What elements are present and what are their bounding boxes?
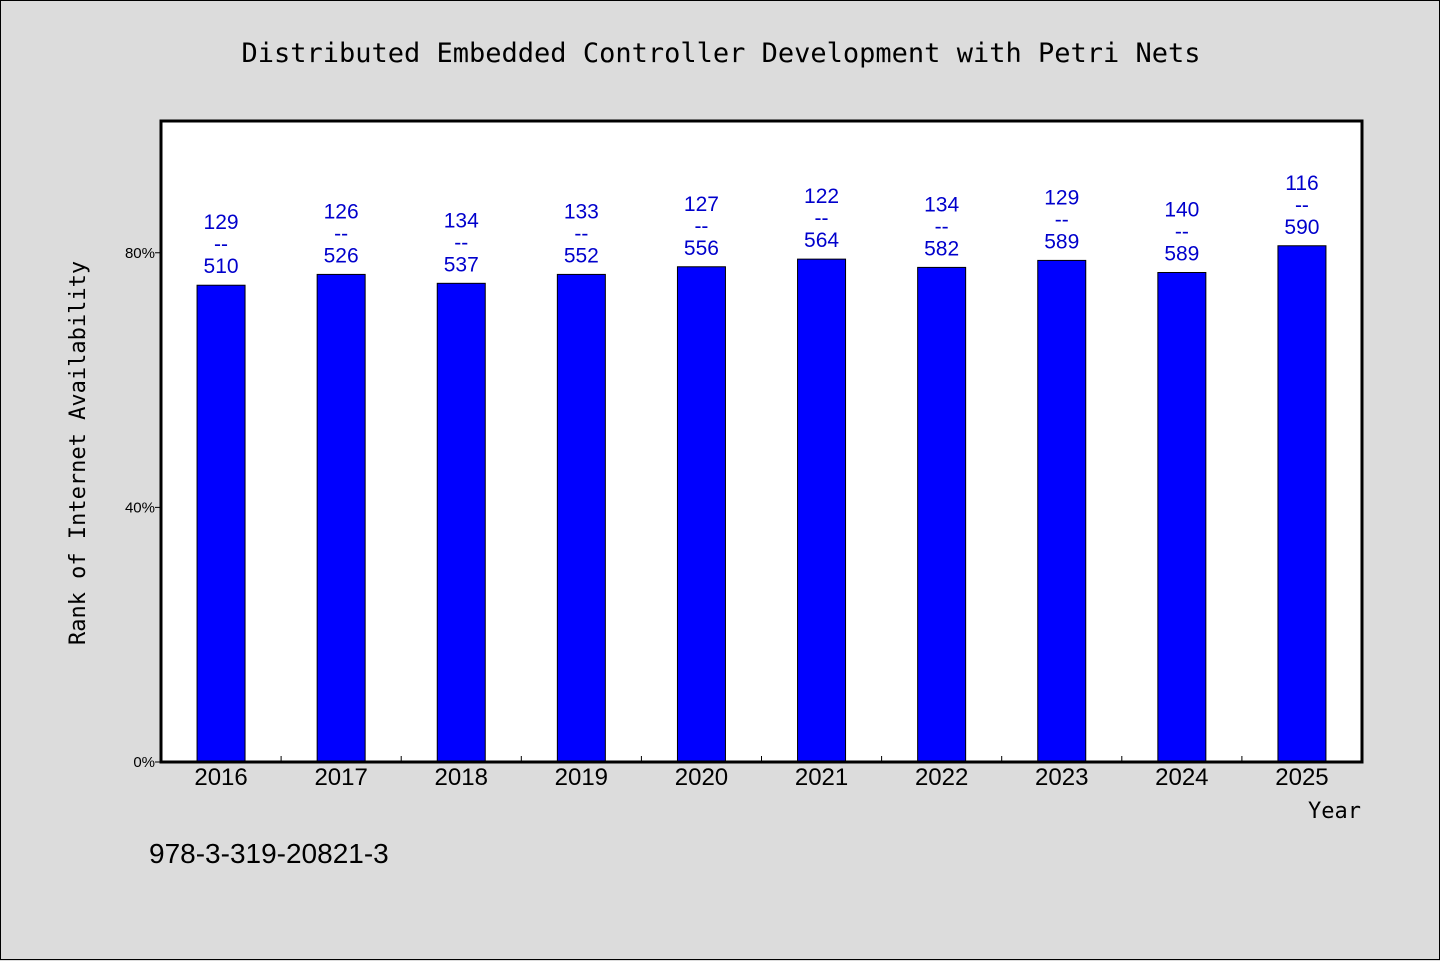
bar-2023 xyxy=(1037,259,1087,763)
data-label-bottom-2021: 564 xyxy=(804,229,839,252)
x-tick-label-2017: 2017 xyxy=(314,764,367,791)
data-label-top-2021: 122 xyxy=(804,185,839,208)
data-label-top-2018: 134 xyxy=(444,209,479,232)
data-label-sep-2024: -- xyxy=(1175,220,1189,243)
data-label-top-2020: 127 xyxy=(684,193,719,216)
y-axis: 0% 40% 80% xyxy=(125,245,161,771)
y-axis-label: Rank of Internet Availability xyxy=(66,261,91,645)
data-label-sep-2022: -- xyxy=(935,215,949,238)
data-label-sep-2023: -- xyxy=(1055,208,1069,231)
y-tick-label: 0% xyxy=(133,754,155,771)
data-label-top-2024: 140 xyxy=(1164,198,1199,221)
isbn-text: 978-3-319-20821-3 xyxy=(149,838,389,869)
bar-2019 xyxy=(556,273,606,763)
data-label-sep-2017: -- xyxy=(334,222,348,245)
data-label-sep-2016: -- xyxy=(214,233,228,256)
bar-2021 xyxy=(797,258,847,763)
bars-layer xyxy=(196,245,1327,763)
data-label-top-2025: 116 xyxy=(1285,172,1318,195)
x-axis-label: Year xyxy=(1308,799,1361,824)
x-tick-label-2022: 2022 xyxy=(915,764,968,791)
data-label-bottom-2019: 552 xyxy=(564,244,599,267)
chart-title: Distributed Embedded Controller Developm… xyxy=(241,38,1200,69)
data-label-bottom-2018: 537 xyxy=(444,253,479,276)
x-tick-label-2025: 2025 xyxy=(1275,764,1328,791)
y-tick-label: 80% xyxy=(125,245,155,262)
bar-2018 xyxy=(436,282,486,763)
bar-2016 xyxy=(196,284,246,763)
bar-2020 xyxy=(676,266,726,763)
data-label-sep-2020: -- xyxy=(694,215,708,238)
data-label-top-2016: 129 xyxy=(204,211,239,234)
bar-2017 xyxy=(316,273,366,763)
data-label-bottom-2025: 590 xyxy=(1284,216,1319,239)
bar-2025 xyxy=(1277,245,1327,763)
data-label-bottom-2023: 589 xyxy=(1044,230,1079,253)
data-label-sep-2025: -- xyxy=(1295,194,1309,217)
data-labels-layer: 129--510126--526134--537133--552127--556… xyxy=(204,172,1320,278)
bar-2024 xyxy=(1157,271,1207,763)
x-axis: 2016 2017 2018 2019 2020 2021 2022 2023 2024 2025 xyxy=(194,756,1329,791)
y-tick-label: 40% xyxy=(125,499,155,516)
x-tick-label-2018: 2018 xyxy=(435,764,488,791)
data-label-top-2019: 133 xyxy=(564,200,599,223)
data-label-top-2017: 126 xyxy=(324,200,359,223)
x-tick-label-2020: 2020 xyxy=(675,764,728,791)
x-tick-label-2016: 2016 xyxy=(194,764,247,791)
data-label-top-2022: 134 xyxy=(924,193,959,216)
data-label-top-2023: 129 xyxy=(1044,186,1079,209)
data-label-bottom-2017: 526 xyxy=(324,244,359,267)
x-tick-label-2019: 2019 xyxy=(555,764,608,791)
bar-2022 xyxy=(917,266,967,763)
x-tick-label-2021: 2021 xyxy=(795,764,848,791)
data-label-bottom-2024: 589 xyxy=(1164,242,1199,265)
data-label-sep-2019: -- xyxy=(574,222,588,245)
x-tick-label-2023: 2023 xyxy=(1035,764,1088,791)
data-label-bottom-2016: 510 xyxy=(204,255,239,278)
data-label-bottom-2022: 582 xyxy=(924,237,959,260)
data-label-sep-2021: -- xyxy=(815,207,829,230)
data-label-sep-2018: -- xyxy=(454,231,468,254)
data-label-bottom-2020: 556 xyxy=(684,237,719,260)
x-tick-label-2024: 2024 xyxy=(1155,764,1208,791)
